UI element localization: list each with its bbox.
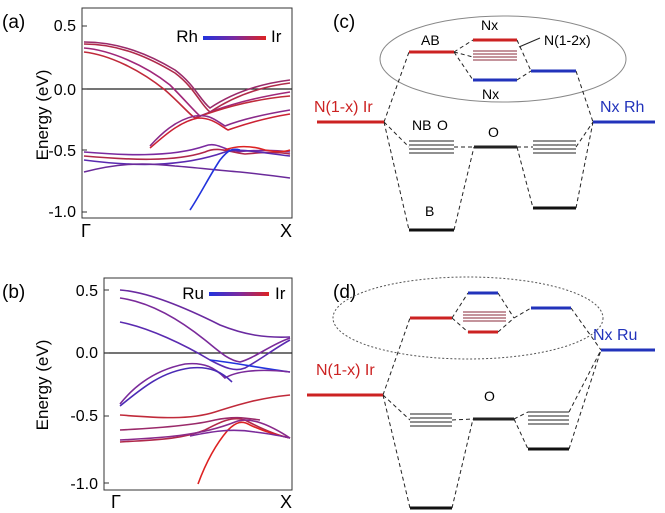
- panel-a-axes: [81, 7, 293, 219]
- band-line: [119, 416, 261, 431]
- nb-levels: [409, 140, 454, 154]
- band-line: [83, 51, 291, 119]
- panel-b-ytick: 0.0: [76, 345, 98, 362]
- panel-b-legend-right: Ir: [275, 284, 286, 303]
- band-line: [119, 394, 291, 419]
- band-line: [189, 429, 291, 439]
- n12x-label: N(1-2x): [544, 32, 591, 48]
- ru-level-label: Nx Ru: [593, 327, 637, 344]
- o-mid-label: O: [484, 388, 495, 404]
- band-line: [83, 47, 291, 117]
- panel-d-connectors: [382, 292, 602, 509]
- o-left-label: O: [437, 117, 448, 133]
- panel-a-ylabel: Energy (eV): [33, 70, 52, 161]
- band-line: [197, 421, 291, 485]
- band-line: [119, 417, 291, 443]
- band-line: [224, 145, 291, 153]
- panel-b: (b) Energy (eV) 0.5 0.0 -0.5 -1.0 Γ X Ru…: [2, 277, 293, 512]
- n12x-levels: [473, 50, 517, 61]
- band-line: [119, 366, 233, 407]
- n12x-pointer: [518, 37, 541, 48]
- panel-a-ytick: 0.0: [54, 82, 76, 99]
- nb-label: NB: [412, 117, 431, 133]
- band-line: [119, 419, 291, 441]
- band-line: [83, 43, 291, 113]
- panel-a-bands: [83, 41, 291, 211]
- band-line: [119, 321, 291, 371]
- panel-b-ylabel: Energy (eV): [33, 340, 52, 431]
- ir-level-label: N(1-x) Ir: [314, 99, 373, 116]
- antibonding-region-ellipse: [379, 15, 627, 103]
- band-line: [83, 149, 291, 166]
- panel-a-legend-right: Ir: [271, 27, 282, 46]
- panel-a-ytick: -1.0: [48, 204, 76, 221]
- nb-levels: [410, 413, 452, 427]
- panel-d: (d) N(1-x) Ir Nx Ru: [307, 276, 655, 510]
- panel-b-xtick-gamma: Γ: [111, 492, 121, 512]
- rh-level-label: Nx Rh: [600, 99, 644, 116]
- band-line: [119, 362, 291, 405]
- band-line: [119, 297, 291, 363]
- antibonding-region-ellipse: [332, 276, 604, 360]
- panel-b-ytick: -1.0: [70, 476, 98, 493]
- band-line: [149, 113, 291, 149]
- panel-a-ytick: -0.5: [48, 143, 76, 160]
- panel-a-xtick-x: X: [280, 221, 292, 241]
- nx-bottom-label: Nx: [482, 86, 499, 102]
- panel-b-label: (b): [2, 282, 25, 303]
- panel-b-ytick: 0.5: [76, 283, 98, 300]
- o-mid-label: O: [488, 124, 499, 140]
- band-line: [189, 148, 241, 211]
- panel-a-ytick: 0.5: [54, 18, 76, 35]
- panel-b-bands: [119, 289, 291, 485]
- panel-a-xtick-gamma: Γ: [81, 221, 91, 241]
- ru-nb-levels: [528, 411, 569, 425]
- band-line: [83, 41, 291, 109]
- rh-nb-levels: [533, 140, 576, 154]
- band-line: [119, 289, 291, 338]
- band-line: [149, 109, 291, 147]
- panel-b-xtick-x: X: [280, 492, 292, 512]
- ab-label: AB: [421, 32, 440, 48]
- panel-c-label: (c): [333, 12, 355, 33]
- panel-a: (a) Energy (eV) 0.5 0.0 -0.5 -1.0 Γ X Rh…: [2, 7, 293, 241]
- panel-a-legend-left: Rh: [176, 27, 198, 46]
- panel-b-axes: [103, 277, 293, 491]
- panel-b-ytick: -0.5: [70, 408, 98, 425]
- band-line: [83, 143, 291, 156]
- panel-d-label: (d): [333, 282, 356, 303]
- panel-b-legend-left: Ru: [182, 284, 204, 303]
- nx-top-label: Nx: [481, 17, 498, 33]
- panel-a-label: (a): [2, 12, 25, 33]
- panel-c-connectors: [383, 39, 594, 231]
- ir-level-label: N(1-x) Ir: [316, 362, 375, 379]
- band-line: [83, 163, 291, 179]
- panel-c: (c) N(1-x) Ir Nx Rh AB Nx: [314, 12, 655, 232]
- panel-a-legend-gradient: [203, 36, 266, 40]
- b-label: B: [425, 203, 434, 219]
- panel-b-legend-gradient: [209, 292, 269, 296]
- n12x-levels: [463, 311, 506, 322]
